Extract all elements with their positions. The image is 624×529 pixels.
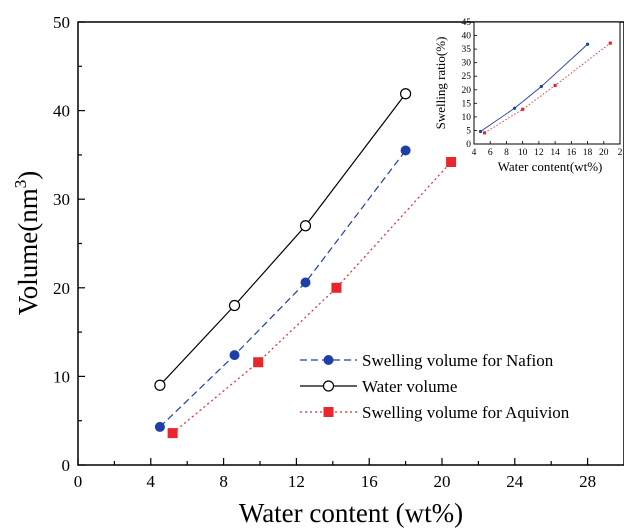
inset-x-tick-label: 20 xyxy=(599,148,609,158)
x-tick-label: 24 xyxy=(506,472,524,491)
y-tick-label: 10 xyxy=(53,367,70,386)
y-axis-title-close: ) xyxy=(13,171,43,180)
y-tick-label: 50 xyxy=(53,13,70,32)
data-point xyxy=(253,357,264,368)
inset-series-layer xyxy=(478,41,612,135)
inset-data-point xyxy=(585,42,590,46)
series-2 xyxy=(167,156,457,439)
inset-x-tick-label: 18 xyxy=(583,148,593,158)
inset-y-axis-title: Swelling ratio(%) xyxy=(433,37,448,130)
inset-y-tick-label: 35 xyxy=(462,45,472,55)
inset-data-point xyxy=(521,107,525,111)
inset-data-point xyxy=(478,129,483,134)
data-point xyxy=(228,299,241,312)
inset-x-tick-label: 6 xyxy=(488,148,493,158)
inset-series-0 xyxy=(478,42,590,134)
x-tick-label: 28 xyxy=(579,472,596,491)
inset-data-point xyxy=(512,106,517,110)
y-tick-label: 0 xyxy=(62,456,71,475)
x-tick-label: 20 xyxy=(434,472,451,491)
inset-series-line xyxy=(484,42,611,134)
y-axis-title-superscript: 3 xyxy=(11,180,30,189)
inset-y-tick-label: 30 xyxy=(462,59,472,69)
inset-series-line xyxy=(480,43,588,132)
legend-label: Swelling volume for Nafion xyxy=(362,351,554,370)
inset-x-axis-title: Water content(wt%) xyxy=(498,159,603,174)
legend-marker xyxy=(323,355,334,365)
y-axis-title: Volume(nm3) xyxy=(11,171,43,316)
inset-y-tick-label: 0 xyxy=(466,140,471,150)
inset-y-tick-label: 40 xyxy=(462,32,472,42)
legend-marker xyxy=(322,380,335,392)
y-tick-label: 40 xyxy=(53,102,70,121)
inset-y-tick-label: 25 xyxy=(462,72,472,82)
inset-plot-frame xyxy=(473,21,621,145)
x-tick-label: 0 xyxy=(74,472,83,491)
inset-x-tick-label: 2 xyxy=(618,148,623,158)
legend: Swelling volume for Nafion Water volume Sw… xyxy=(300,351,570,422)
legend-item: Water volume xyxy=(300,377,457,396)
inset-y-tick-label: 20 xyxy=(462,86,472,96)
series-line xyxy=(172,161,452,434)
data-point xyxy=(154,379,166,391)
series-line xyxy=(159,150,407,428)
inset-x-tick-label: 16 xyxy=(567,148,577,158)
inset-x-tick-label: 8 xyxy=(504,148,509,158)
data-point xyxy=(331,282,342,293)
x-tick-label: 16 xyxy=(361,472,378,491)
data-point xyxy=(154,421,165,432)
inset-y-tick-label: 15 xyxy=(462,99,472,109)
x-tick-label: 12 xyxy=(288,472,305,491)
inset-y-tick-label: 10 xyxy=(462,113,472,123)
series-line xyxy=(159,93,407,386)
inset-data-point xyxy=(553,83,557,88)
data-point xyxy=(300,277,311,288)
data-point xyxy=(446,156,457,167)
y-axis-title-text: Volume(nm xyxy=(13,188,43,315)
legend-item: Swelling volume for Nafion xyxy=(300,351,554,370)
inset-data-point xyxy=(608,41,612,45)
legend-marker xyxy=(323,407,334,417)
data-point xyxy=(400,145,411,156)
inset-x-tick-label: 12 xyxy=(534,148,544,158)
inset-x-tick-label: 14 xyxy=(550,148,560,158)
legend-item: Swelling volume for Aquivion xyxy=(300,403,570,422)
inset-data-point xyxy=(539,84,543,89)
x-tick-label: 4 xyxy=(147,472,156,491)
legend-label: Water volume xyxy=(362,377,457,396)
series-1 xyxy=(154,88,412,391)
data-point xyxy=(229,350,240,361)
inset-series-1 xyxy=(482,41,612,135)
y-tick-label: 20 xyxy=(53,279,70,298)
x-axis-title: Water content (wt%) xyxy=(239,498,463,528)
y-tick-label: 30 xyxy=(53,190,70,209)
data-point xyxy=(299,220,312,232)
inset-data-point xyxy=(482,131,487,135)
main-series-layer xyxy=(154,88,457,439)
legend-label: Swelling volume for Aquivion xyxy=(362,403,570,422)
data-point xyxy=(167,428,178,439)
inset-y-tick-label: 5 xyxy=(466,126,471,136)
inset-x-tick-label: 4 xyxy=(472,148,477,158)
series-0 xyxy=(154,145,411,432)
inset-x-tick-label: 10 xyxy=(518,148,528,158)
x-tick-label: 8 xyxy=(219,472,228,491)
data-point xyxy=(400,88,412,100)
inset-y-tick-label: 45 xyxy=(462,18,472,28)
